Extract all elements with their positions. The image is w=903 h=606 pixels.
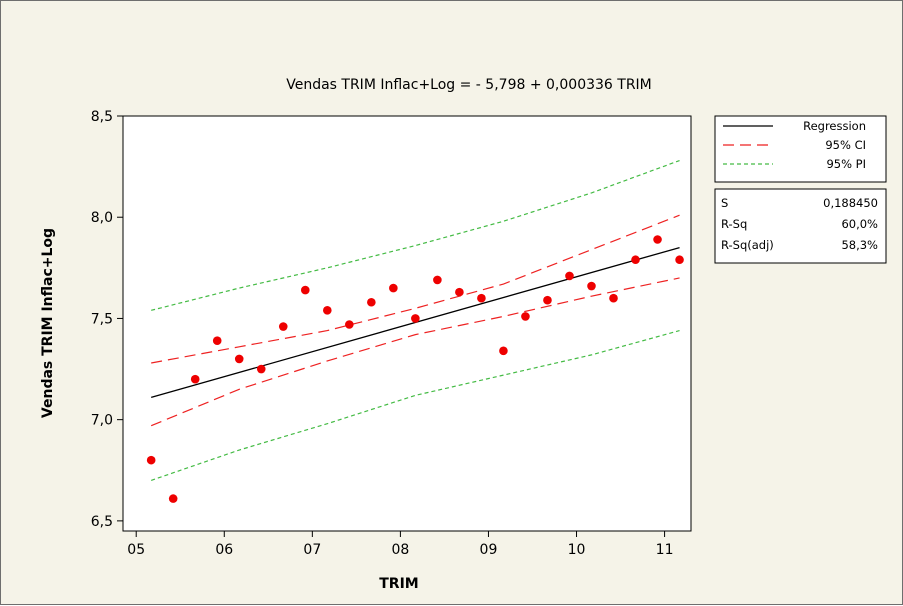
- chart-title: Vendas TRIM Inflac+Log = - 5,798 + 0,000…: [286, 77, 652, 93]
- legend-box: Regression 95% CI 95% PI: [714, 115, 887, 183]
- data-point: [389, 283, 398, 293]
- data-point: [345, 320, 354, 329]
- x-tick-label: 05: [127, 542, 145, 558]
- x-tick-label: 06: [215, 542, 233, 558]
- data-point: [521, 312, 530, 321]
- series-2-lower-line: [150, 330, 680, 481]
- y-tick-label: 8,5: [91, 109, 113, 125]
- plot-area: [122, 115, 692, 532]
- legend-label-2: 95% PI: [826, 157, 866, 171]
- data-point: [256, 364, 266, 374]
- stats-frame: [714, 188, 887, 264]
- data-point: [300, 285, 310, 295]
- x-axis-title: TRIM: [379, 576, 418, 592]
- data-point: [499, 346, 508, 356]
- data-point: [278, 322, 288, 331]
- series-2-upper-line: [151, 159, 680, 311]
- stats-value: 60,0%: [841, 217, 878, 231]
- plot-content: [146, 159, 684, 503]
- data-point: [653, 235, 662, 244]
- data-point: [455, 287, 464, 297]
- data-point: [168, 494, 178, 503]
- data-point: [212, 336, 222, 346]
- stats-value: 58,3%: [841, 238, 878, 252]
- series-1-lower-line: [150, 277, 680, 427]
- data-point: [433, 275, 442, 285]
- y-axis-title: Vendas TRIM Inflac+Log: [40, 228, 56, 418]
- x-tick-label: 11: [656, 542, 674, 558]
- legend-label-1: 95% CI: [825, 138, 866, 152]
- stats-value: 0,188450: [823, 196, 878, 210]
- stats-box: S 0,188450 R-Sq 60,0% R-Sq(adj) 58,3%: [714, 188, 887, 264]
- data-point: [323, 306, 332, 315]
- x-tick-label: 08: [391, 542, 409, 558]
- data-point: [587, 281, 596, 291]
- series-1-upper-line: [151, 214, 680, 364]
- data-point: [477, 293, 486, 303]
- data-point: [367, 297, 376, 307]
- y-tick-label: 7,0: [91, 413, 113, 429]
- data-point: [411, 314, 420, 323]
- x-tick-label: 07: [303, 542, 321, 558]
- data-point: [631, 255, 640, 265]
- stats-label: R-Sq: [721, 217, 747, 231]
- y-tick-label: 6,5: [91, 514, 113, 530]
- legend-frame: [714, 115, 887, 183]
- data-point: [609, 293, 618, 303]
- stats-label: S: [721, 196, 728, 210]
- axes-layer: 05 06 07 08 09 10 11 6,5 7,0 7,5 8,0 8,5: [91, 109, 674, 558]
- data-point: [565, 271, 574, 281]
- data-point: [234, 354, 244, 364]
- data-point: [675, 255, 684, 265]
- data-point: [190, 374, 200, 384]
- x-tick-label: 10: [568, 542, 586, 558]
- legend-label-0: Regression: [803, 119, 866, 133]
- x-tick-label: 09: [480, 542, 498, 558]
- data-point: [146, 455, 156, 465]
- data-point: [543, 295, 552, 305]
- y-tick-label: 7,5: [91, 311, 113, 327]
- y-tick-label: 8,0: [91, 210, 113, 226]
- stats-label: R-Sq(adj): [721, 238, 774, 252]
